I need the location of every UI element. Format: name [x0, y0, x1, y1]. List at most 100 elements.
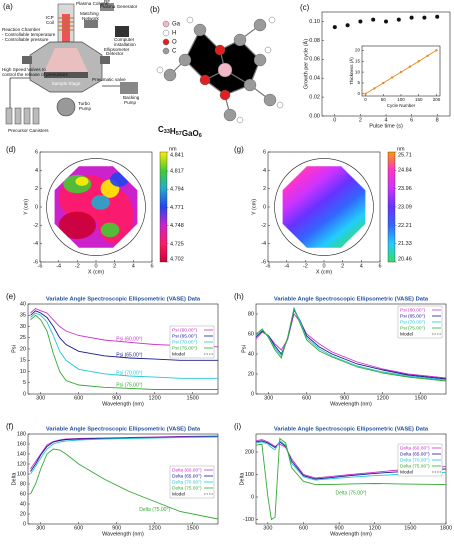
x-tick-label: 1500: [415, 395, 427, 401]
point: [345, 23, 350, 28]
x-tick-label: 2: [341, 263, 344, 269]
formula-element: O: [192, 129, 198, 138]
x-tick-label: 2: [359, 117, 362, 123]
y-tick-label: 10: [20, 369, 26, 375]
point: [384, 19, 388, 24]
x-tick-label: 6: [150, 263, 153, 269]
text: Matching: [80, 11, 99, 16]
text: - Controllable temperature: [2, 32, 56, 37]
y-tick-label: 60: [248, 331, 254, 337]
y-tick-label: 0: [23, 521, 26, 527]
text: Coil: [46, 20, 54, 25]
x-tick-label: 300: [36, 525, 45, 531]
point: [396, 17, 401, 22]
y-tick-label: 200: [245, 449, 254, 455]
legend-text: Psi (70.00°): [400, 319, 426, 325]
stage: [44, 72, 88, 78]
backing-pump: [120, 82, 138, 94]
colorbar-tick-label: 4.841: [170, 152, 184, 158]
text: Plasma Generator: [100, 4, 138, 9]
text: RF: [104, 0, 110, 4]
ellipsometer-source: [22, 56, 32, 64]
formula: C33H57GaO6: [158, 125, 202, 139]
colorbar-label: nm: [397, 146, 405, 152]
x-tick-label: -2: [75, 263, 80, 269]
colorbar-tick-label: 4.794: [170, 187, 184, 193]
y-axis-label: Thickness (Å): [348, 57, 354, 85]
y-tick-label: 80: [248, 311, 254, 317]
series-line: [30, 436, 218, 472]
chart-title: Variable Angle Spectroscopic Ellipsometr…: [46, 427, 201, 433]
coil: [58, 17, 74, 31]
computer-box: [115, 26, 129, 37]
y-tick-label: -4: [261, 241, 266, 247]
x-tick-label: 150: [415, 97, 423, 102]
legend-text: Psi (75.00°): [400, 325, 426, 331]
x-axis-label: X (cm): [88, 269, 104, 275]
colorbar-label: nm: [169, 146, 177, 152]
series-line: [30, 310, 218, 361]
x-tick-label: 0: [322, 263, 325, 269]
x-axis-label: X (cm): [316, 269, 332, 275]
y-tick-label: 2: [35, 186, 38, 192]
x-tick-label: 1500: [187, 525, 199, 531]
x-tick-label: 50: [381, 97, 387, 102]
legend-text: C: [172, 49, 177, 55]
y-axis-label: Y (cm): [23, 199, 29, 215]
panel-label: (e): [6, 292, 16, 301]
legend-text: Delta (75.00°): [172, 485, 202, 491]
formula-subscript: 33: [164, 129, 170, 135]
y-tick-label: 20: [20, 511, 26, 517]
x-axis-label: Wavelength (nm): [102, 531, 144, 537]
y-tick-label: 15: [355, 58, 361, 63]
x-tick-label: 900: [340, 395, 349, 401]
text: Plasma Column: [76, 1, 109, 6]
y-tick-label: 25: [20, 335, 26, 341]
y-tick-label: -100: [243, 517, 254, 523]
chart-title: Variable Angle Spectroscopic Ellipsometr…: [46, 297, 201, 303]
point: [358, 19, 363, 24]
point: [426, 54, 429, 57]
panel-label: (c): [300, 3, 310, 12]
y-axis-label: Psi: [241, 345, 247, 353]
y-tick-label: 100: [245, 472, 254, 478]
x-tick-label: 4: [360, 263, 363, 269]
y-tick-label: 20: [20, 346, 26, 352]
inline-label: Delta (75.00°): [139, 507, 170, 513]
legend-text: Model: [172, 491, 185, 497]
x-tick-label: 1800: [440, 525, 452, 531]
y-tick-label: 0: [251, 391, 254, 397]
panel-label: (d): [6, 145, 16, 154]
map-region: [75, 176, 89, 186]
atoms: [156, 16, 284, 124]
text: High Speed Valves to: [2, 67, 46, 72]
y-tick-label: 20: [355, 48, 361, 53]
series-line: [256, 440, 446, 480]
x-tick-label: 6: [410, 117, 413, 123]
y-axis-label: Psi: [11, 345, 17, 353]
y-tick-label: 100: [17, 471, 26, 477]
legend-text: Delta (70.00°): [400, 457, 430, 463]
y-tick-label: 0.06: [309, 57, 320, 63]
x-axis-label: Pulse time (s): [369, 123, 403, 129]
formula-element: C: [158, 125, 164, 134]
text: Reaction Chamber: [2, 27, 41, 32]
x-tick-label: 600: [302, 395, 311, 401]
x-axis-label: Cycle Number: [387, 103, 416, 108]
y-tick-label: -4: [33, 241, 38, 247]
y-tick-label: -6: [33, 259, 38, 265]
y-tick-label: 0.04: [309, 76, 320, 82]
colorbar-tick-label: 4.771: [170, 205, 184, 211]
y-tick-label: 180: [17, 431, 26, 437]
y-tick-label: -6: [261, 259, 266, 265]
map-region: [58, 211, 96, 240]
colorbar-tick-label: 23.09: [398, 204, 412, 210]
y-tick-label: 0: [263, 204, 266, 210]
legend-text: Delta (70.00°): [172, 479, 202, 485]
formula-element: H: [170, 127, 176, 136]
text: Pneumatic valve: [92, 77, 126, 82]
plasma: [62, 14, 70, 44]
text: Network: [82, 16, 100, 21]
x-tick-label: 4: [132, 263, 135, 269]
text: Detector: [106, 51, 124, 56]
